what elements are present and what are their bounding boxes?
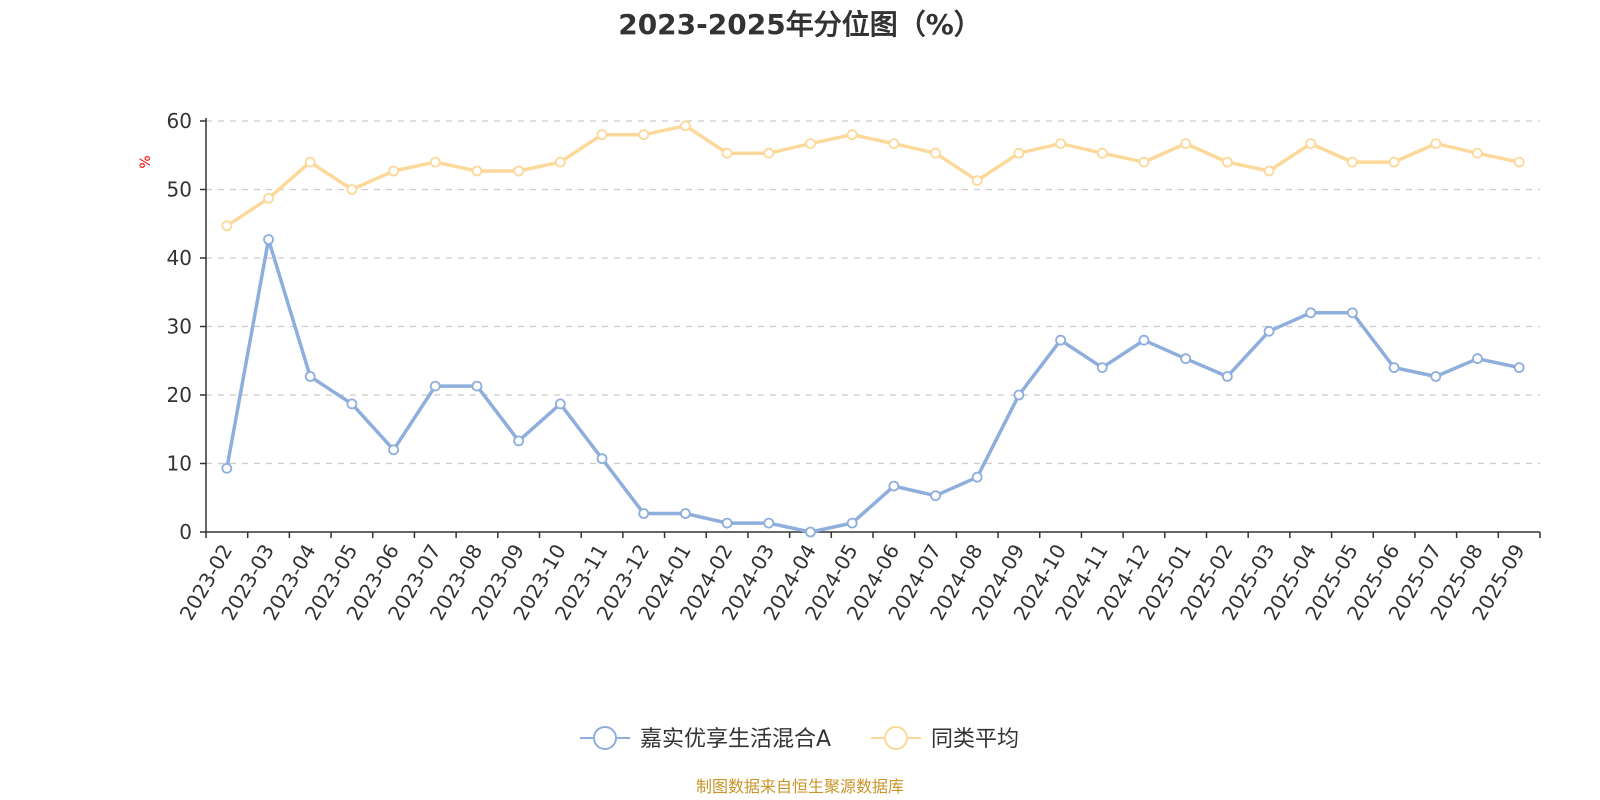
data-point[interactable] (1430, 138, 1442, 150)
source-note: 制图数据来自恒生聚源数据库 (696, 777, 904, 796)
data-point[interactable] (1472, 147, 1483, 159)
data-point[interactable] (1347, 307, 1358, 319)
legend-marker (593, 726, 617, 750)
series-line (225, 124, 1520, 228)
data-point[interactable] (971, 471, 983, 483)
data-point[interactable] (513, 165, 525, 177)
data-point[interactable] (1138, 334, 1150, 346)
data-point[interactable] (1221, 371, 1233, 382)
data-point[interactable] (1263, 325, 1275, 337)
y-tick-label: 60 (167, 109, 192, 133)
data-point[interactable] (388, 165, 399, 177)
y-tick-label: 0 (179, 520, 192, 544)
data-point[interactable] (680, 508, 691, 519)
y-tick-label: 40 (167, 246, 192, 270)
data-point[interactable] (554, 156, 566, 168)
data-point[interactable] (1096, 362, 1108, 374)
data-point[interactable] (1388, 156, 1400, 168)
data-point[interactable] (1138, 156, 1150, 168)
data-point[interactable] (1096, 147, 1108, 159)
data-point[interactable] (930, 490, 941, 502)
data-point[interactable] (1430, 371, 1442, 382)
data-point[interactable] (846, 517, 858, 529)
data-point[interactable] (1180, 138, 1192, 150)
data-point[interactable] (1513, 156, 1525, 168)
data-point[interactable] (263, 234, 274, 245)
data-point[interactable] (596, 129, 608, 141)
data-point[interactable] (221, 462, 233, 474)
legend-marker (884, 726, 908, 750)
data-point[interactable] (1472, 353, 1483, 365)
series-line (225, 237, 1520, 534)
y-tick-label: 20 (167, 383, 192, 407)
series-lines (221, 120, 1525, 538)
data-point[interactable] (554, 398, 566, 410)
grid-lines (206, 120, 1540, 465)
data-point[interactable] (763, 517, 775, 529)
data-point[interactable] (888, 480, 900, 492)
data-point[interactable] (1347, 156, 1358, 168)
data-point[interactable] (1055, 334, 1066, 346)
data-point[interactable] (1180, 353, 1192, 365)
data-point[interactable] (263, 193, 274, 204)
data-point[interactable] (721, 147, 733, 159)
data-point[interactable] (805, 526, 816, 538)
data-point[interactable] (971, 175, 983, 186)
data-point[interactable] (388, 444, 399, 456)
data-point[interactable] (1221, 156, 1233, 168)
data-point[interactable] (721, 517, 733, 529)
y-tick-label: 50 (167, 178, 192, 202)
data-point[interactable] (429, 156, 441, 168)
legend[interactable]: 嘉实优享生活混合A 同类平均 (580, 726, 1019, 752)
legend-label: 嘉实优享生活混合A (640, 727, 831, 752)
data-point[interactable] (846, 129, 858, 141)
data-point[interactable] (304, 371, 316, 382)
legend-item-1[interactable]: 嘉实优享生活混合A (580, 726, 831, 752)
data-point[interactable] (763, 147, 775, 159)
chart-title: 2023-2025年分位图（%） (618, 8, 982, 41)
data-point[interactable] (1263, 165, 1275, 177)
data-point[interactable] (221, 220, 233, 232)
data-point[interactable] (930, 147, 941, 159)
data-point[interactable] (346, 398, 358, 410)
data-point[interactable] (1305, 307, 1317, 319)
data-point[interactable] (1305, 138, 1317, 150)
y-tick-label: 10 (167, 452, 192, 476)
data-point[interactable] (304, 156, 316, 168)
data-point[interactable] (888, 138, 900, 150)
data-point[interactable] (638, 129, 650, 141)
axes: 01020304050602023-022023-032023-042023-0… (167, 109, 1541, 624)
data-point[interactable] (1013, 389, 1025, 401)
data-point[interactable] (1388, 362, 1400, 374)
data-point[interactable] (1055, 138, 1066, 150)
data-point[interactable] (680, 120, 691, 132)
y-axis-unit-label: % (138, 155, 154, 168)
series-1 (221, 234, 1525, 538)
legend-label: 同类平均 (931, 727, 1019, 752)
data-point[interactable] (513, 435, 525, 447)
data-point[interactable] (471, 165, 483, 177)
data-point[interactable] (429, 380, 441, 392)
legend-item-2[interactable]: 同类平均 (871, 726, 1019, 752)
data-point[interactable] (1513, 362, 1525, 374)
y-tick-label: 30 (167, 315, 192, 339)
series-2 (221, 120, 1525, 232)
data-point[interactable] (346, 184, 358, 195)
data-point[interactable] (1013, 147, 1025, 159)
data-point[interactable] (638, 508, 650, 519)
data-point[interactable] (471, 380, 483, 392)
data-point[interactable] (596, 453, 608, 465)
data-point[interactable] (805, 138, 816, 150)
